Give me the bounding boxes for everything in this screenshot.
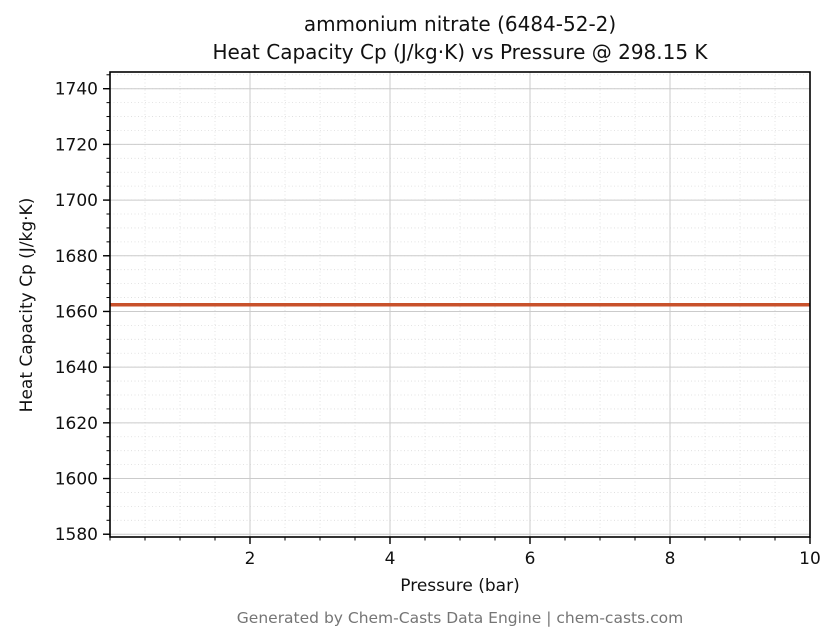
- y-tick-label: 1620: [55, 414, 98, 434]
- y-axis-label: Heat Capacity Cp (J/kg·K): [17, 197, 37, 413]
- y-tick-label: 1720: [55, 135, 98, 155]
- y-tick-label: 1680: [55, 247, 98, 267]
- chart-title-line-2: Heat Capacity Cp (J/kg·K) vs Pressure @ …: [212, 40, 708, 64]
- x-tick-label: 4: [385, 549, 396, 569]
- y-tick-label: 1700: [55, 191, 98, 211]
- x-tick-label: 8: [665, 549, 676, 569]
- tick-labels: 2 4 6 8 10 1580 1600 1620 1640 1660 1680 1700 1720 17…: [55, 80, 821, 569]
- chart-title-line-1: ammonium nitrate (6484-52-2): [303, 12, 617, 36]
- x-tick-label: 2: [245, 549, 256, 569]
- y-tick-label: 1580: [55, 525, 98, 545]
- x-axis-label: Pressure (bar): [400, 576, 520, 596]
- axis-ticks: [103, 74, 811, 544]
- y-tick-label: 1740: [55, 80, 98, 100]
- y-tick-label: 1660: [55, 302, 98, 322]
- y-tick-label: 1600: [55, 470, 98, 490]
- x-tick-label: 6: [525, 549, 536, 569]
- chart-title: ammonium nitrate (6484-52-2) Heat Capaci…: [110, 10, 810, 66]
- x-tick-label: 10: [799, 549, 821, 569]
- footer-credit: Generated by Chem-Casts Data Engine | ch…: [236, 609, 684, 627]
- y-tick-label: 1640: [55, 358, 98, 378]
